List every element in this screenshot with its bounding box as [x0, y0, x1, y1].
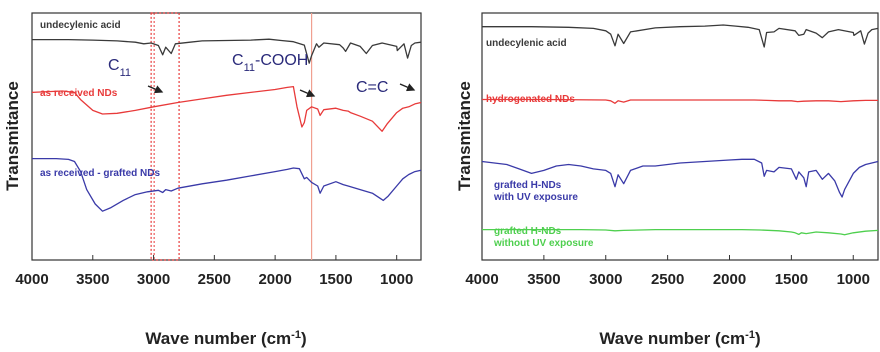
series-label: grafted H-NDs	[494, 226, 562, 237]
series-label: as received NDs	[40, 88, 118, 99]
series-group-left	[31, 38, 422, 212]
series-labels-left: undecylenic acid as received NDs as receiv…	[40, 20, 160, 179]
series-line	[482, 228, 879, 236]
series-label: as received - grafted NDs	[40, 168, 160, 179]
dotted-band-rect	[150, 12, 180, 261]
y-axis-title-right: Transmitance	[455, 81, 474, 191]
x-tick-label: 1000	[380, 271, 413, 288]
series-line	[32, 38, 422, 64]
x-tick-label: 2500	[651, 271, 684, 288]
plot-frame-left	[31, 12, 422, 261]
series-label: undecylenic acid	[486, 38, 567, 49]
annotation-arrow	[399, 83, 416, 92]
series-label: undecylenic acid	[40, 20, 121, 31]
x-axis-title-right: Wave number (cm-1)	[599, 329, 760, 348]
annotations-left: C11 C11-COOH C=C	[108, 52, 416, 98]
series-line	[32, 157, 422, 212]
x-ticks-right: 4000 3500 3000 2500 2000 1500 1000	[465, 255, 870, 288]
series-line	[481, 158, 879, 198]
series-label: with UV exposure	[493, 192, 578, 203]
y-axis-title-left: Transmitance	[3, 81, 22, 191]
x-tick-label: 2500	[198, 271, 231, 288]
x-tick-label: 4000	[15, 271, 48, 288]
x-ticks-left: 4000 3500 3000 2500 2000 1500 1000	[15, 255, 413, 288]
x-tick-label: 3000	[589, 271, 622, 288]
series-label: hydrogenated NDs	[486, 94, 575, 105]
series-line	[482, 24, 879, 48]
x-tick-label: 3500	[76, 271, 109, 288]
annotation-arrow	[147, 85, 164, 94]
x-tick-label: 1500	[319, 271, 352, 288]
x-tick-label: 1500	[775, 271, 808, 288]
annotation-label: C11	[108, 57, 131, 79]
dotted-band	[150, 12, 180, 261]
chart-left: undecylenic acid as received NDs as receiv…	[3, 12, 422, 348]
x-tick-label: 2000	[713, 271, 746, 288]
annotation-label: C=C	[356, 79, 388, 96]
series-labels-right: undecylenic acid hydrogenated NDs grafted …	[486, 38, 594, 249]
series-group-right	[481, 24, 879, 236]
series-line	[482, 98, 878, 104]
x-tick-label: 3000	[137, 271, 170, 288]
x-tick-label: 2000	[258, 271, 291, 288]
series-line	[31, 85, 422, 132]
x-tick-label: 1000	[837, 271, 870, 288]
x-tick-label: 3500	[527, 271, 560, 288]
series-label: grafted H-NDs	[494, 180, 562, 191]
x-axis-title-left: Wave number (cm-1)	[145, 329, 306, 348]
plot-frame-right	[481, 12, 879, 261]
series-label: without UV exposure	[493, 238, 594, 249]
annotation-label: C11-COOH	[232, 52, 308, 74]
chart-right: undecylenic acid hydrogenated NDs grafted …	[455, 12, 879, 348]
x-tick-label: 4000	[465, 271, 498, 288]
annotation-arrow	[299, 89, 316, 98]
